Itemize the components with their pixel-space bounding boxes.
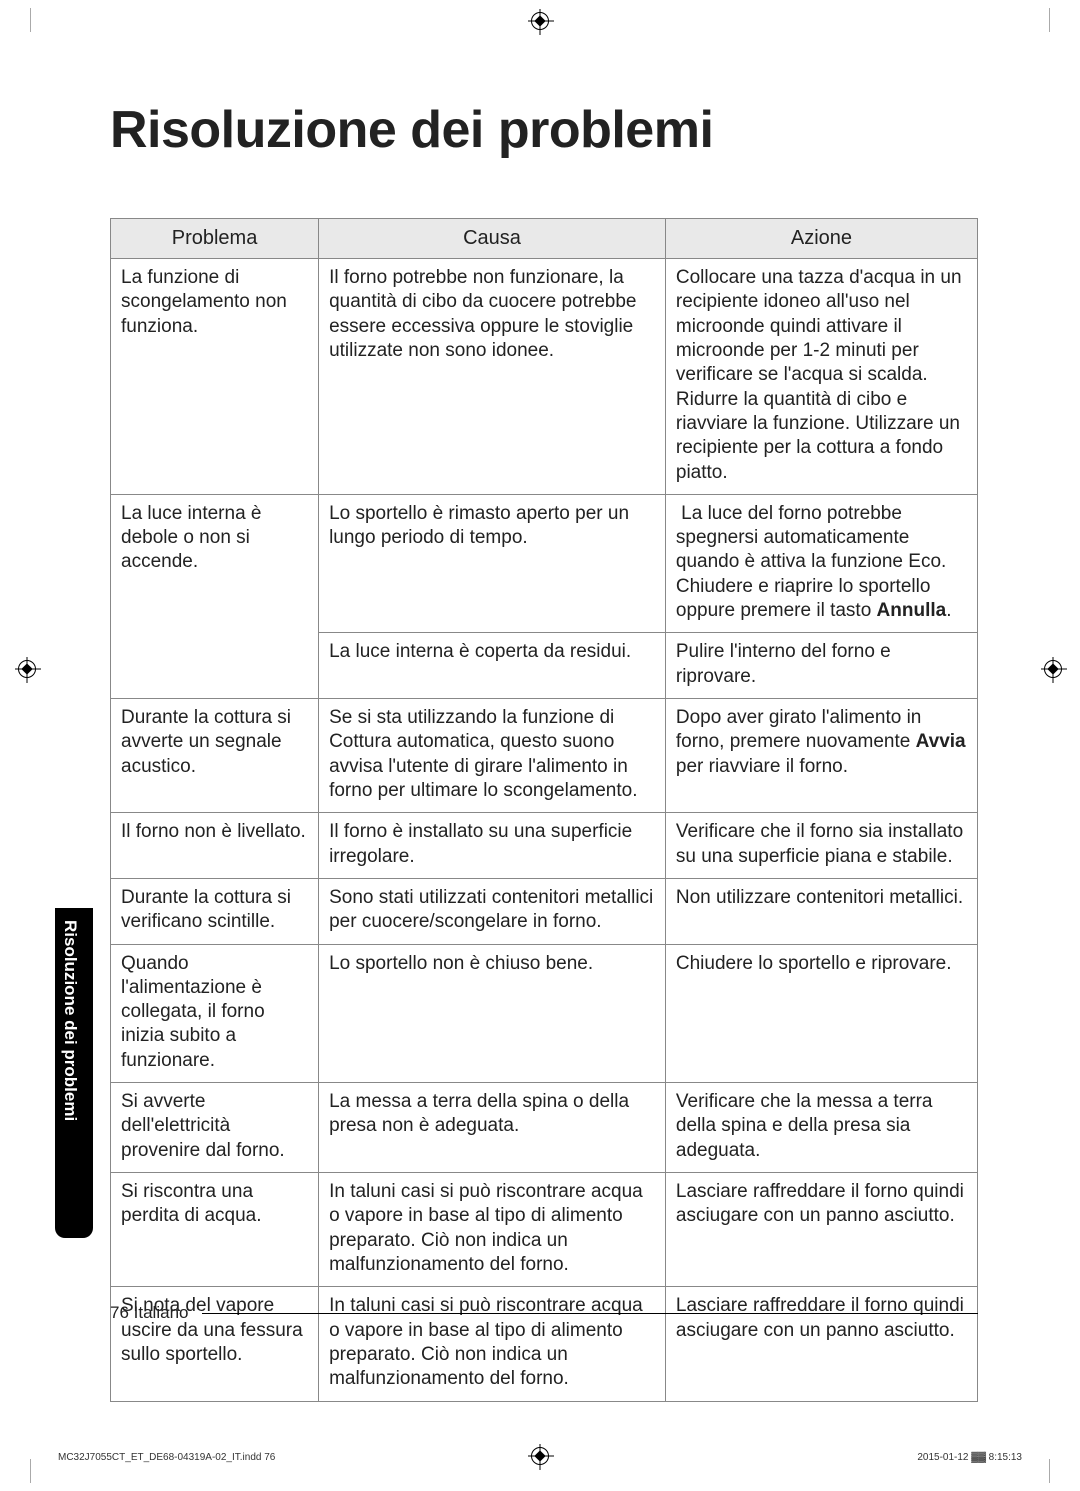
table-header-row: Problema Causa Azione (111, 219, 978, 259)
table-row: La funzione di scongelamento non funzion… (111, 259, 978, 495)
cell-azione: Chiudere lo sportello e riprovare. (665, 944, 977, 1083)
side-tab-label: Risoluzione dei problemi (60, 920, 80, 1121)
footer-rule (202, 1313, 978, 1314)
page-title: Risoluzione dei problemi (110, 100, 978, 160)
cell-problema: La funzione di scongelamento non funzion… (111, 259, 319, 495)
table-row: Si avverte dell'elettricità provenire da… (111, 1083, 978, 1173)
cell-problema: Si riscontra una perdita di acqua. (111, 1173, 319, 1287)
cell-azione: Non utilizzare contenitori metallici. (665, 878, 977, 944)
cell-causa: Il forno è installato su una superficie … (319, 813, 666, 879)
imprint-left: MC32J7055CT_ET_DE68-04319A-02_IT.indd 76 (58, 1452, 275, 1463)
cell-problema: Quando l'alimentazione è collegata, il f… (111, 944, 319, 1083)
cell-azione: Pulire l'interno del forno e riprovare. (665, 633, 977, 699)
cell-azione: Collocare una tazza d'acqua in un recipi… (665, 259, 977, 495)
cell-problema: Durante la cottura si verificano scintil… (111, 878, 319, 944)
cell-problema: Durante la cottura si avverte un segnale… (111, 699, 319, 813)
cell-problema: Il forno non è livellato. (111, 813, 319, 879)
crop-mark (1026, 1459, 1050, 1483)
registration-mark-right (1044, 660, 1062, 684)
cell-azione: Dopo aver girato l'alimento in forno, pr… (665, 699, 977, 813)
cell-causa: Lo sportello non è chiuso bene. (319, 944, 666, 1083)
page-content: Risoluzione dei problemi Problema Causa … (110, 100, 978, 1402)
side-tab: Risoluzione dei problemi (55, 908, 93, 1238)
table-row: Durante la cottura si avverte un segnale… (111, 699, 978, 813)
cell-causa: La messa a terra della spina o della pre… (319, 1083, 666, 1173)
cell-causa: Sono stati utilizzati contenitori metall… (319, 878, 666, 944)
page-footer: 76 Italiano (110, 1303, 978, 1323)
cell-azione: La luce del forno potrebbe spegnersi aut… (665, 494, 977, 633)
cell-azione: Verificare che il forno sia installato s… (665, 813, 977, 879)
header-azione: Azione (665, 219, 977, 259)
cell-causa: Lo sportello è rimasto aperto per un lun… (319, 494, 666, 633)
page-number: 76 (110, 1303, 129, 1322)
imprint-right: 2015-01-12 ▓▓ 8:15:13 (917, 1452, 1022, 1463)
table-row: La luce interna è debole o non si accend… (111, 494, 978, 633)
cell-causa: La luce interna è coperta da residui. (319, 633, 666, 699)
registration-mark-top (531, 12, 549, 36)
cell-problema: La luce interna è debole o non si accend… (111, 494, 319, 698)
table-row: Durante la cottura si verificano scintil… (111, 878, 978, 944)
cell-azione: Verificare che la messa a terra della sp… (665, 1083, 977, 1173)
cell-problema: Si avverte dell'elettricità provenire da… (111, 1083, 319, 1173)
crop-mark (30, 1459, 54, 1483)
table-row: Quando l'alimentazione è collegata, il f… (111, 944, 978, 1083)
page-language: Italiano (134, 1303, 189, 1322)
cell-azione: Lasciare raffreddare il forno quindi asc… (665, 1173, 977, 1287)
crop-mark (30, 8, 54, 32)
cell-causa: Se si sta utilizzando la funzione di Cot… (319, 699, 666, 813)
troubleshooting-table: Problema Causa Azione La funzione di sco… (110, 218, 978, 1402)
registration-mark-left (18, 660, 36, 684)
header-problema: Problema (111, 219, 319, 259)
registration-mark-bottom (531, 1447, 549, 1471)
cell-causa: Il forno potrebbe non funzionare, la qua… (319, 259, 666, 495)
table-row: Si riscontra una perdita di acqua.In tal… (111, 1173, 978, 1287)
table-row: Il forno non è livellato.Il forno è inst… (111, 813, 978, 879)
crop-mark (1026, 8, 1050, 32)
cell-causa: In taluni casi si può riscontrare acqua … (319, 1173, 666, 1287)
header-causa: Causa (319, 219, 666, 259)
